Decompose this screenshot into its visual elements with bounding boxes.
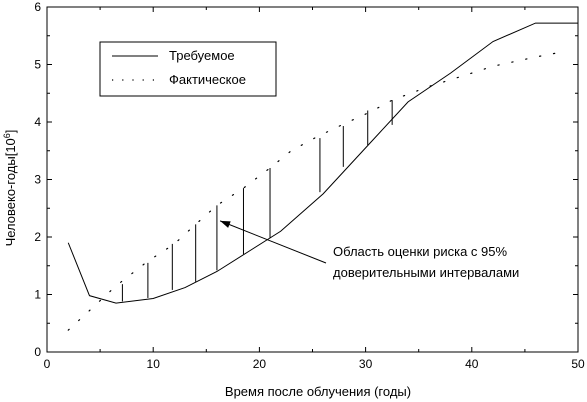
legend-label-actual: Фактическое [169,72,246,87]
x-axis-title: Время после облучения (годы) [225,384,411,399]
y-axis-title-sup: 6 [2,133,12,138]
x-tick-label: 20 [253,357,267,371]
x-tick-label: 40 [465,357,479,371]
annotation-arrow [219,220,327,264]
y-tick-label: 4 [34,115,41,129]
x-tick-label: 0 [44,357,51,371]
legend-box [99,41,277,97]
y-axis-title: Человеко-годы[106] [2,130,18,247]
series-actual-line [67,52,558,331]
y-tick-label: 3 [34,173,41,187]
annotation-line-2: доверительными интервалами [333,265,519,280]
annotation-line-1: Область оценки риска с 95% [333,244,508,259]
y-tick-label: 1 [34,288,41,302]
x-tick-label: 50 [571,357,585,371]
annotation-arrowhead [220,220,231,228]
y-tick-label: 0 [34,345,41,359]
y-tick-label: 6 [34,0,41,14]
interval-bars [121,100,393,302]
y-tick-label: 5 [34,58,41,72]
series-lines [67,22,578,331]
legend: Требуемое Фактическое [99,41,277,97]
legend-label-required: Требуемое [169,48,235,63]
y-axis-title-main: Человеко-годы[10 [3,138,18,246]
series-required-line [67,22,578,304]
x-tick-label: 30 [359,357,373,371]
y-tick-label: 2 [34,230,41,244]
x-tick-label: 10 [147,357,161,371]
y-axis-title-end: ] [3,130,18,134]
axis-ticks: 0 10 20 30 40 50 0 1 2 3 4 5 6 [34,0,585,371]
annotation: Область оценки риска с 95% доверительным… [219,220,519,280]
